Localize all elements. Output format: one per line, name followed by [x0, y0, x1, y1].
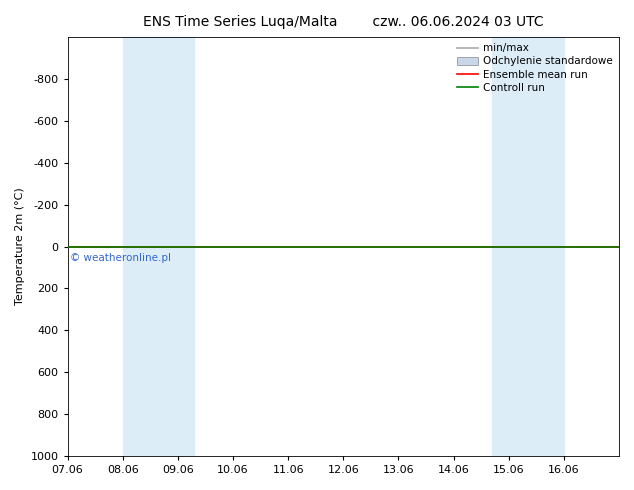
Text: © weatheronline.pl: © weatheronline.pl [70, 253, 171, 263]
Bar [492, 37, 564, 456]
Bar [123, 37, 195, 456]
Y-axis label: Temperature 2m (°C): Temperature 2m (°C) [15, 188, 25, 305]
Legend: min/max, Odchylenie standardowe, Ensemble mean run, Controll run: min/max, Odchylenie standardowe, Ensembl… [453, 39, 617, 97]
Title: ENS Time Series Luqa/Malta        czw.. 06.06.2024 03 UTC: ENS Time Series Luqa/Malta czw.. 06.06.2… [143, 15, 543, 29]
